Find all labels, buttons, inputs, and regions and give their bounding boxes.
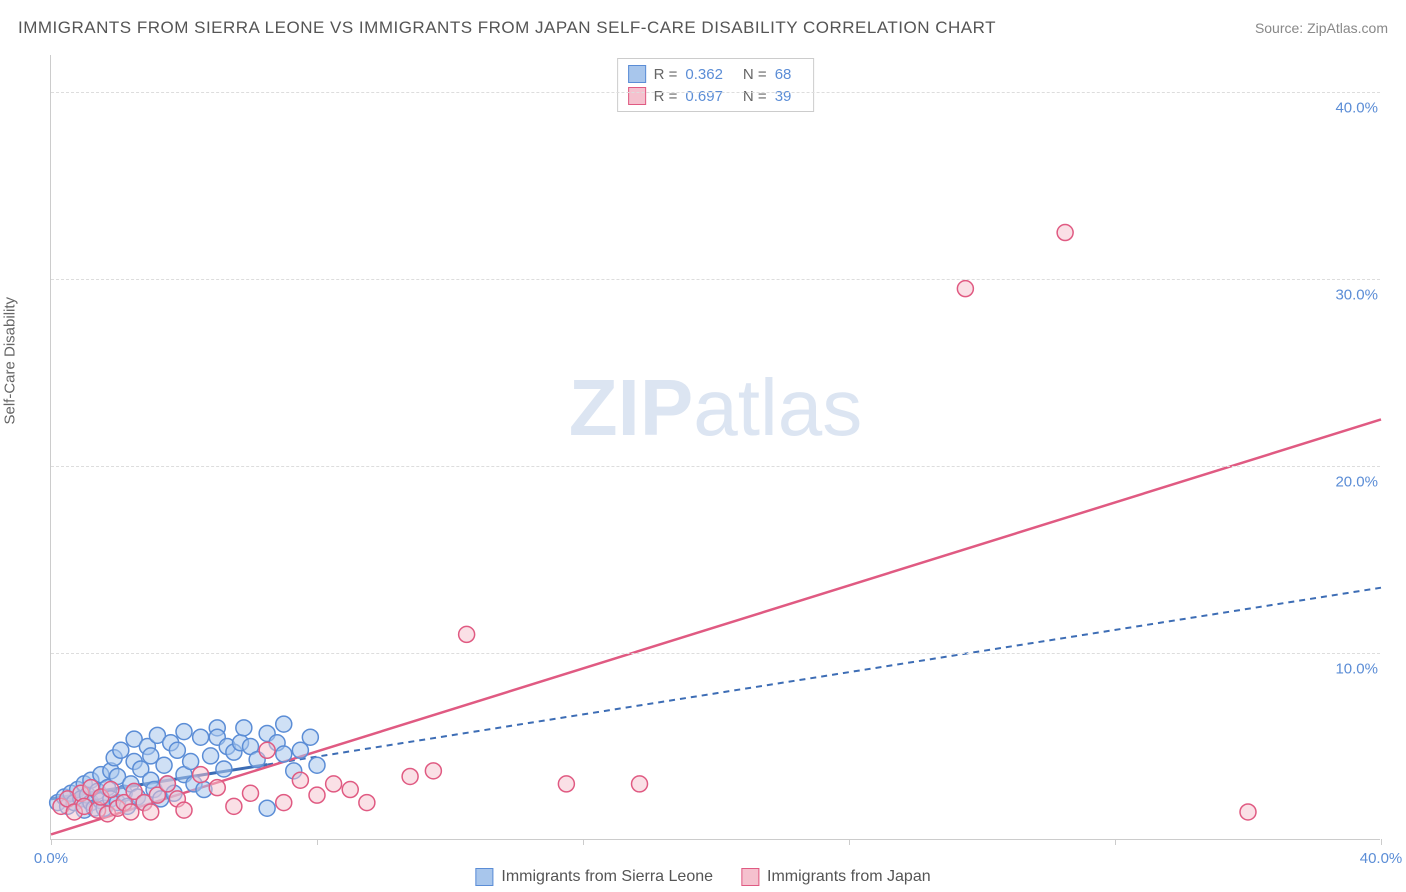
x-tick bbox=[849, 839, 850, 845]
legend-swatch bbox=[475, 868, 493, 886]
x-tick bbox=[51, 839, 52, 845]
x-tick bbox=[317, 839, 318, 845]
x-tick bbox=[1381, 839, 1382, 845]
bottom-legend-item: Immigrants from Sierra Leone bbox=[475, 868, 713, 886]
x-tick bbox=[583, 839, 584, 845]
y-tick-label: 30.0% bbox=[1331, 287, 1382, 304]
source-attribution: Source: ZipAtlas.com bbox=[1255, 20, 1388, 36]
chart-title: IMMIGRANTS FROM SIERRA LEONE VS IMMIGRAN… bbox=[18, 18, 996, 38]
plot-area: ZIPatlas R =0.362N =68R =0.697N =39 10.0… bbox=[50, 55, 1380, 840]
bottom-legend: Immigrants from Sierra Leone Immigrants f… bbox=[475, 868, 930, 886]
y-tick-label: 10.0% bbox=[1331, 661, 1382, 678]
grid-line bbox=[51, 279, 1380, 280]
title-bar: IMMIGRANTS FROM SIERRA LEONE VS IMMIGRAN… bbox=[18, 18, 1388, 38]
plot-svg bbox=[51, 55, 1380, 839]
x-tick-label: 0.0% bbox=[34, 850, 68, 867]
legend-label: Immigrants from Sierra Leone bbox=[501, 868, 713, 886]
x-tick-label: 40.0% bbox=[1360, 850, 1403, 867]
grid-line bbox=[51, 653, 1380, 654]
y-tick-label: 40.0% bbox=[1331, 100, 1382, 117]
x-tick bbox=[1115, 839, 1116, 845]
legend-label: Immigrants from Japan bbox=[767, 868, 931, 886]
bottom-legend-item: Immigrants from Japan bbox=[741, 868, 931, 886]
grid-line bbox=[51, 466, 1380, 467]
y-axis-label: Self-Care Disability bbox=[2, 297, 19, 425]
y-tick-label: 20.0% bbox=[1331, 474, 1382, 491]
grid-line bbox=[51, 92, 1380, 93]
legend-swatch bbox=[741, 868, 759, 886]
